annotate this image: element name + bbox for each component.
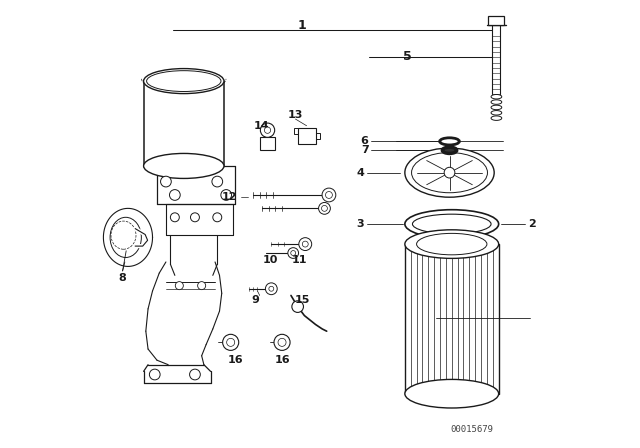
Circle shape xyxy=(444,167,455,178)
Circle shape xyxy=(260,123,275,138)
Text: 00015679: 00015679 xyxy=(451,425,493,434)
Bar xyxy=(316,133,320,139)
Circle shape xyxy=(175,282,183,290)
Circle shape xyxy=(227,338,235,346)
Circle shape xyxy=(299,238,312,250)
Text: 14: 14 xyxy=(254,121,269,131)
Circle shape xyxy=(278,338,286,346)
Text: 5: 5 xyxy=(403,50,412,63)
Circle shape xyxy=(326,192,332,198)
Circle shape xyxy=(266,283,277,295)
Bar xyxy=(294,128,299,134)
Circle shape xyxy=(170,213,179,222)
Ellipse shape xyxy=(412,214,491,234)
Circle shape xyxy=(223,334,239,350)
Circle shape xyxy=(212,176,223,187)
Text: 13: 13 xyxy=(288,110,303,120)
Circle shape xyxy=(198,282,205,290)
Text: 10: 10 xyxy=(263,255,278,265)
Circle shape xyxy=(319,202,330,214)
Text: 6: 6 xyxy=(361,136,369,146)
Text: 4: 4 xyxy=(356,168,364,178)
Ellipse shape xyxy=(111,221,136,249)
Ellipse shape xyxy=(405,230,499,258)
Ellipse shape xyxy=(143,153,224,178)
Text: 16: 16 xyxy=(274,355,290,365)
Circle shape xyxy=(321,206,328,211)
Circle shape xyxy=(322,188,336,202)
Ellipse shape xyxy=(417,233,487,255)
Circle shape xyxy=(149,369,160,380)
Circle shape xyxy=(274,334,290,350)
Circle shape xyxy=(291,250,296,255)
Text: 12: 12 xyxy=(222,192,237,202)
Bar xyxy=(298,128,316,144)
Ellipse shape xyxy=(426,172,473,181)
Ellipse shape xyxy=(440,138,460,145)
Text: 2: 2 xyxy=(528,219,536,229)
Circle shape xyxy=(161,176,172,187)
Ellipse shape xyxy=(405,148,494,197)
Text: 8: 8 xyxy=(119,272,127,283)
Text: 15: 15 xyxy=(294,295,310,305)
Ellipse shape xyxy=(143,69,224,94)
Ellipse shape xyxy=(147,71,221,91)
Circle shape xyxy=(170,190,180,200)
Text: 7: 7 xyxy=(361,145,369,155)
Circle shape xyxy=(288,248,299,258)
Ellipse shape xyxy=(405,379,499,408)
Ellipse shape xyxy=(110,217,141,258)
Circle shape xyxy=(189,369,200,380)
Ellipse shape xyxy=(412,152,488,193)
Bar xyxy=(488,16,504,25)
Ellipse shape xyxy=(405,210,499,238)
Circle shape xyxy=(221,190,232,200)
Text: 11: 11 xyxy=(292,255,308,265)
Circle shape xyxy=(264,127,271,134)
Bar xyxy=(260,137,275,151)
Circle shape xyxy=(269,286,274,291)
Circle shape xyxy=(292,301,303,312)
Ellipse shape xyxy=(442,147,457,153)
Text: 3: 3 xyxy=(356,219,364,229)
Text: 9: 9 xyxy=(252,295,259,305)
Text: 16: 16 xyxy=(227,355,243,365)
Text: 1: 1 xyxy=(298,19,307,32)
Circle shape xyxy=(191,213,200,222)
Circle shape xyxy=(213,213,221,222)
Circle shape xyxy=(302,241,308,247)
